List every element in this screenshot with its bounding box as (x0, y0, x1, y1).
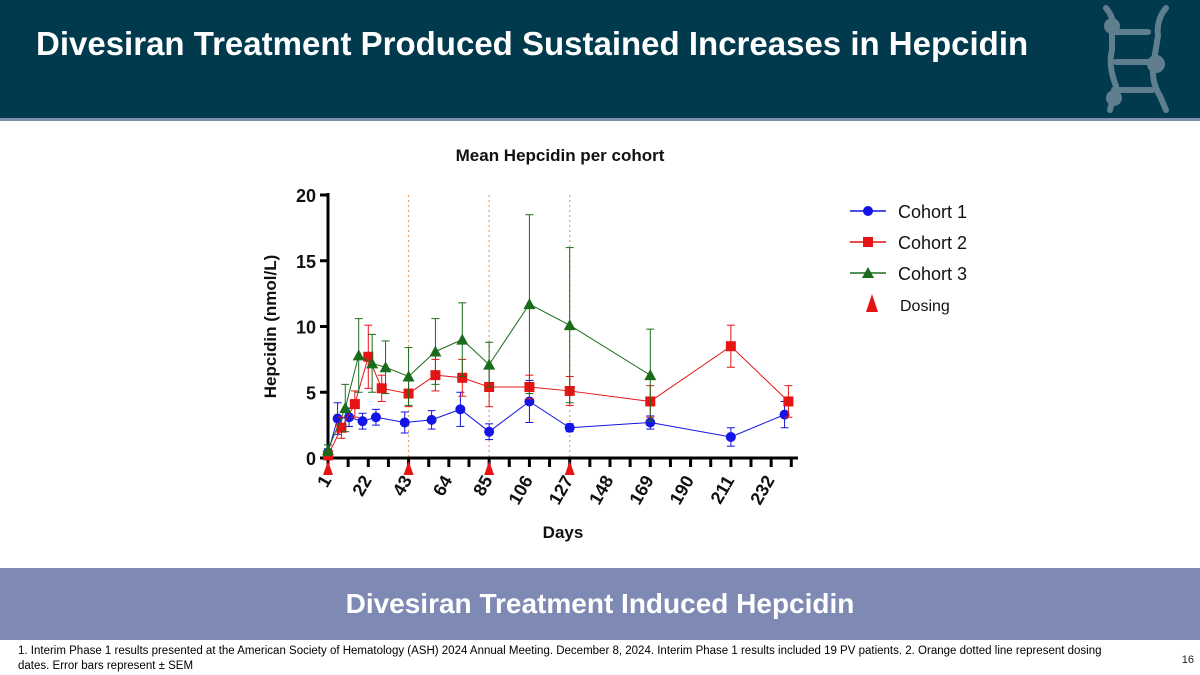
legend-item: Dosing (866, 294, 950, 315)
data-point (349, 399, 360, 410)
data-series (322, 214, 794, 461)
x-tick-label: 22 (348, 472, 375, 499)
legend-dosing-icon (866, 294, 878, 312)
company-logo-icon (1103, 5, 1169, 113)
series-line (327, 400, 785, 453)
data-point (457, 372, 468, 383)
data-point (725, 431, 736, 442)
x-tick-label: 148 (585, 472, 617, 508)
x-tick-label: 64 (429, 472, 456, 499)
header-bar (0, 0, 1200, 118)
chart-title: Mean Hepcidin per cohort (456, 146, 665, 165)
data-point (783, 396, 794, 407)
legend-label: Cohort 2 (898, 233, 967, 253)
x-tick-label: 127 (545, 472, 577, 508)
y-axis-label: Hepcidin (nmol/L) (261, 255, 280, 399)
header-divider (0, 118, 1200, 121)
legend-label: Dosing (900, 298, 950, 315)
dosing-marker (323, 461, 333, 475)
y-tick-label: 10 (296, 318, 316, 338)
data-point (322, 444, 334, 456)
data-point (399, 417, 410, 428)
x-tick-label: 190 (666, 472, 698, 508)
dosing-marker (484, 461, 495, 475)
series-line (327, 345, 789, 456)
series-cohort-1 (323, 379, 790, 458)
data-point (366, 357, 379, 369)
data-point (483, 358, 496, 370)
data-point (363, 351, 374, 362)
data-point (352, 349, 365, 361)
page-number: 16 (1181, 654, 1194, 666)
legend-label: Cohort 3 (898, 264, 967, 284)
data-point (429, 345, 442, 357)
series-cohort-3 (322, 214, 657, 456)
data-point (725, 341, 736, 352)
footnote: 1. Interim Phase 1 results presented at … (18, 645, 1102, 672)
legend-marker (863, 206, 873, 216)
legend-label: Cohort 1 (898, 202, 967, 222)
data-point (344, 412, 355, 423)
series-line (327, 303, 651, 451)
y-tick-label: 15 (296, 252, 316, 272)
y-tick-label: 0 (306, 449, 316, 469)
dosing-markers (323, 461, 575, 475)
data-point (357, 416, 368, 427)
dosing-marker (564, 461, 575, 475)
data-point (564, 422, 575, 433)
x-axis-ticks: 1 22 43 64 85 106 127 148 169 190 211 232 (313, 458, 793, 508)
x-tick-label: 211 (706, 472, 738, 507)
data-point (563, 319, 576, 331)
x-tick-label: 232 (746, 472, 778, 508)
data-point (645, 417, 656, 428)
legend-item: Cohort 2 (850, 233, 967, 253)
data-point (376, 383, 387, 394)
x-axis-label: Days (543, 523, 584, 542)
y-tick-label: 5 (306, 383, 316, 403)
data-point (644, 369, 657, 381)
data-point (523, 298, 536, 310)
x-tick-label: 85 (469, 472, 496, 499)
x-tick-label: 43 (389, 472, 416, 499)
legend-marker (862, 267, 874, 278)
data-point (484, 426, 495, 437)
data-point (370, 412, 381, 423)
chart-legend: Cohort 1 Cohort 2 Cohort 3 Dosing (850, 202, 967, 315)
page-title: Divesiran Treatment Produced Sustained I… (36, 25, 1029, 62)
dosing-marker (403, 461, 414, 475)
y-tick-label: 20 (296, 186, 316, 206)
data-point (339, 402, 352, 414)
legend-marker (863, 237, 873, 247)
x-tick-label: 106 (505, 472, 537, 508)
data-point (426, 414, 437, 425)
legend-item: Cohort 3 (850, 264, 967, 284)
x-tick-label: 169 (625, 472, 657, 508)
legend-item: Cohort 1 (850, 202, 967, 222)
data-point (456, 333, 469, 345)
data-point (379, 361, 392, 373)
y-axis-ticks: 0 5 10 15 20 (296, 186, 328, 469)
series-cohort-2 (323, 324, 794, 461)
data-point (455, 404, 466, 415)
data-point (336, 422, 347, 433)
banner-text: Divesiran Treatment Induced Hepcidin (345, 588, 855, 619)
summary-banner: Divesiran Treatment Induced Hepcidin (0, 568, 1200, 640)
data-point (402, 370, 415, 382)
